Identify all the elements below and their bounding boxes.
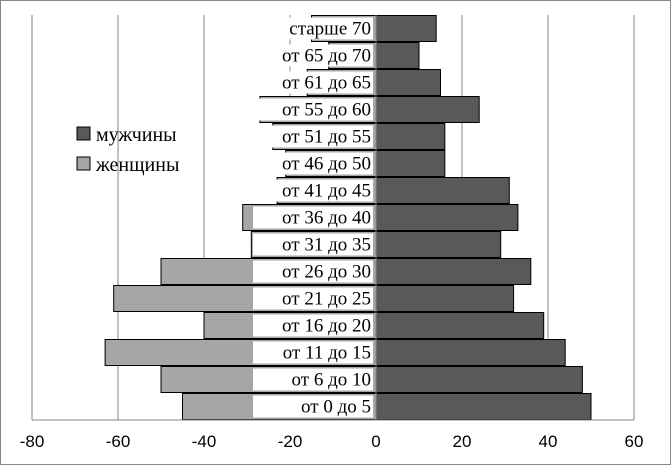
- series-men: [375, 15, 592, 420]
- bar-men: [375, 366, 583, 393]
- x-axis: [32, 15, 634, 421]
- legend: мужчины женщины: [76, 124, 179, 176]
- category-label: от 36 до 40: [282, 208, 371, 229]
- legend-label-men: мужчины: [96, 124, 177, 146]
- bar-men: [375, 150, 446, 177]
- x-tick-label: -80: [20, 432, 45, 451]
- x-tick-label: 40: [539, 432, 558, 451]
- category-label-bg: [253, 260, 373, 283]
- x-tick-label: 0: [371, 432, 380, 451]
- category-label: от 21 до 25: [282, 289, 371, 310]
- category-label: старше 70: [289, 19, 371, 40]
- x-tick-label: 20: [453, 432, 472, 451]
- category-label: от 16 до 20: [282, 316, 371, 337]
- bar-men: [375, 69, 441, 96]
- category-label-bg: [253, 395, 373, 418]
- legend-label-women: женщины: [95, 154, 179, 176]
- x-tick-label: 60: [625, 432, 644, 451]
- x-tick-label: -40: [192, 432, 217, 451]
- category-labels: от 0 до 5 от 6 до 10 от 11 до 15 от 16 до 2…: [253, 17, 373, 418]
- category-label: от 55 до 60: [282, 100, 371, 121]
- bar-men: [375, 123, 446, 150]
- category-label-bg: [253, 368, 373, 391]
- bar-men: [375, 339, 566, 366]
- category-label: от 0 до 5: [301, 397, 371, 418]
- category-label-bg: [253, 179, 373, 202]
- legend-swatch-women: [76, 156, 91, 171]
- bar-men: [375, 204, 519, 231]
- category-label-bg: [253, 125, 373, 148]
- category-label: от 26 до 30: [282, 262, 371, 283]
- bar-men: [375, 15, 437, 42]
- category-label-bg: [253, 17, 373, 40]
- bar-men: [375, 393, 592, 420]
- bar-men: [375, 285, 515, 312]
- x-tick-label: -20: [278, 432, 303, 451]
- category-label: от 51 до 55: [282, 127, 371, 148]
- bar-men: [375, 231, 502, 258]
- x-tick-label: -60: [106, 432, 131, 451]
- x-tick-labels: -80 -60 -40 -20 0 20 40 60: [20, 432, 644, 451]
- category-label-bg: [253, 287, 373, 310]
- category-label: от 65 до 70: [282, 46, 371, 67]
- category-label: от 31 до 35: [282, 235, 371, 256]
- category-label: от 11 до 15: [283, 343, 371, 364]
- category-label-bg: [253, 233, 373, 256]
- bar-men: [375, 258, 532, 285]
- category-label: от 46 до 50: [282, 154, 371, 175]
- category-label-bg: [253, 44, 373, 67]
- legend-swatch-men: [76, 126, 91, 141]
- category-label-bg: [253, 98, 373, 121]
- category-label: от 41 до 45: [282, 181, 371, 202]
- bar-men: [375, 177, 510, 204]
- bar-men: [375, 312, 545, 339]
- category-label-bg: [253, 314, 373, 337]
- category-label: от 6 до 10: [292, 370, 371, 391]
- category-label: от 61 до 65: [282, 73, 371, 94]
- category-label-bg: [253, 152, 373, 175]
- bar-men: [375, 42, 420, 69]
- category-label-bg: [253, 341, 373, 364]
- category-label-bg: [253, 71, 373, 94]
- category-label-bg: [253, 206, 373, 229]
- bar-men: [375, 96, 480, 123]
